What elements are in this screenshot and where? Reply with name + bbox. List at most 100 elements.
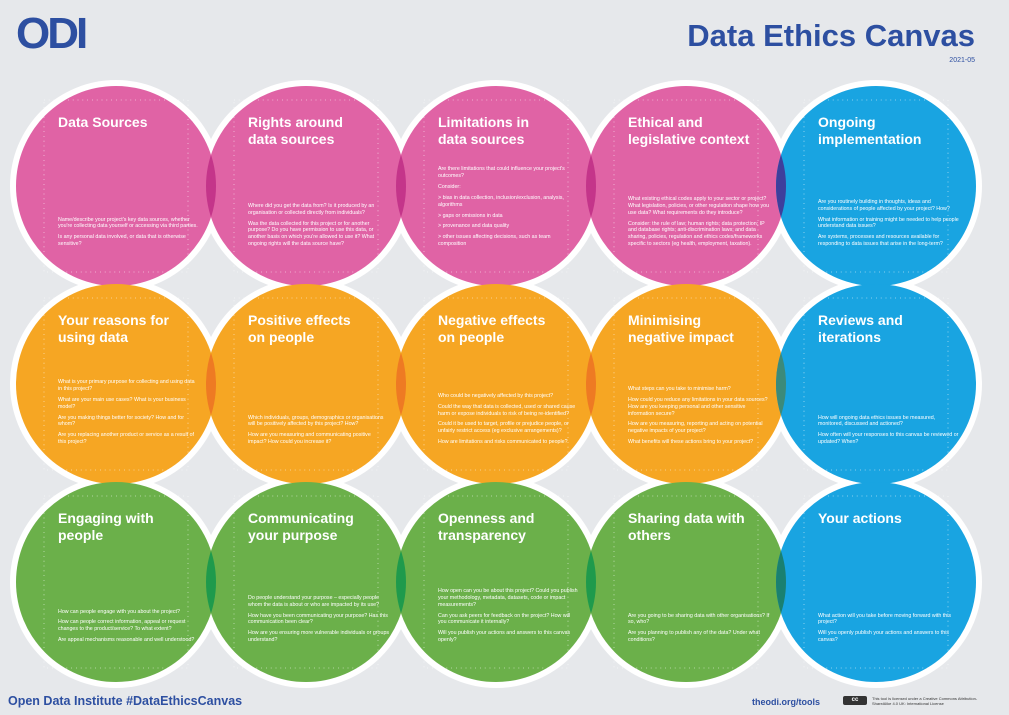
title-line: implementation xyxy=(818,131,922,147)
card-title: Your actions xyxy=(818,510,902,527)
question: What existing ethical codes apply to you… xyxy=(628,195,770,216)
dotted-frame xyxy=(423,495,569,669)
question: How often will your responses to this ca… xyxy=(818,432,959,446)
title-line: data sources xyxy=(248,131,335,147)
circle xyxy=(206,482,406,682)
question: How can people correct information, appe… xyxy=(58,619,186,633)
title-line: Data Sources xyxy=(58,114,148,130)
title-line: others xyxy=(628,527,671,543)
circle xyxy=(776,284,976,484)
card-title: Sharing data with others xyxy=(628,510,745,544)
card-questions: Who could be negatively affected by this… xyxy=(438,393,580,450)
question: Is any personal data involved, or data t… xyxy=(58,234,186,248)
circle xyxy=(396,482,596,682)
title-line: people xyxy=(58,527,104,543)
question: > gaps or omissions in data xyxy=(438,212,503,219)
question: Can you ask peers for feedback on the pr… xyxy=(438,612,571,626)
dotted-frame xyxy=(613,297,759,471)
question: > other issues affecting decisions, such… xyxy=(438,234,551,248)
card-title: Communicating your purpose xyxy=(248,510,354,544)
title-line: Minimising xyxy=(628,312,702,328)
card-title: Ethical and legislative context xyxy=(628,114,749,148)
question: Will you openly publish your actions and… xyxy=(818,630,950,644)
card-questions: Which individuals, groups, demographics … xyxy=(248,415,390,451)
question: Consider: xyxy=(438,183,461,190)
question: Was the data collected for this project … xyxy=(248,220,375,248)
dotted-frame xyxy=(43,99,189,273)
card-questions: Do people understand your purpose – espe… xyxy=(248,595,390,648)
card-title: Your reasons for using data xyxy=(58,312,169,346)
dotted-frame xyxy=(233,297,379,471)
question: Name/describe your project's key data so… xyxy=(58,216,198,230)
question: Are there limitations that could influen… xyxy=(438,166,565,179)
question: > bias in data collection, inclusion/exc… xyxy=(438,194,564,208)
card-questions: Name/describe your project's key data so… xyxy=(58,217,200,253)
question: How can people engage with you about the… xyxy=(58,608,180,615)
title-line: Openness and xyxy=(438,510,535,526)
card-questions: Are you going to be sharing data with ot… xyxy=(628,613,770,649)
title-line: Your reasons for xyxy=(58,312,169,328)
card-title: Positive effects on people xyxy=(248,312,351,346)
circle xyxy=(206,284,406,484)
question: How could you reduce any limitations in … xyxy=(628,396,768,417)
dotted-frame xyxy=(613,99,759,273)
question: How will ongoing data ethics issues be m… xyxy=(818,414,936,428)
title-line: Limitations in xyxy=(438,114,529,130)
dotted-frame xyxy=(423,297,569,471)
question: How are you ensuring more vulnerable ind… xyxy=(248,630,390,644)
title-line: on people xyxy=(438,329,505,345)
title-line: Negative effects xyxy=(438,312,546,328)
question: What is your primary purpose for collect… xyxy=(58,379,195,392)
question: Are you planning to publish any of the d… xyxy=(628,630,760,644)
title-line: transparency xyxy=(438,527,526,543)
question: Could it be used to target, profile or p… xyxy=(438,421,569,435)
card-questions: How will ongoing data ethics issues be m… xyxy=(818,415,960,451)
circle xyxy=(396,284,596,484)
question: Where did you get the data from? Is it p… xyxy=(248,202,375,216)
card-title: Data Sources xyxy=(58,114,147,131)
circle xyxy=(586,482,786,682)
question: Are you making things better for society… xyxy=(58,414,185,428)
title-line: negative impact xyxy=(628,329,734,345)
question: > provenance and data quality xyxy=(438,223,510,230)
title-line: Ongoing xyxy=(818,114,876,130)
question: Are appeal mechanisms reasonable and wel… xyxy=(58,637,195,644)
question: What are your main use cases? What is yo… xyxy=(58,396,186,410)
circle xyxy=(776,86,976,286)
title-line: using data xyxy=(58,329,129,345)
question: How are limitations and risks communicat… xyxy=(438,439,568,446)
question: What action will you take before moving … xyxy=(818,612,952,626)
cc-badge: cc xyxy=(843,696,867,705)
dotted-frame xyxy=(803,99,949,273)
question: What steps can you take to minimise harm… xyxy=(628,385,731,392)
date: 2021-05 xyxy=(949,57,975,64)
card-title: Minimising negative impact xyxy=(628,312,734,346)
circle xyxy=(206,86,406,286)
card-title: Rights around data sources xyxy=(248,114,343,148)
question: How are you measuring and communicating … xyxy=(248,432,371,446)
dotted-frame xyxy=(803,495,949,669)
card-questions: Are there limitations that could influen… xyxy=(438,166,580,252)
dotted-frame xyxy=(423,99,569,273)
footer-url[interactable]: theodi.org/tools xyxy=(752,697,820,707)
dotted-frame xyxy=(43,297,189,471)
title-line: legislative context xyxy=(628,131,750,147)
question: Are you routinely building in thoughts, … xyxy=(818,198,950,212)
title-line: iterations xyxy=(818,329,882,345)
license: This tool is licensed under a Creative C… xyxy=(872,696,978,706)
card-title: Openness and transparency xyxy=(438,510,534,544)
circle xyxy=(396,86,596,286)
question: Consider: the rule of law; human rights;… xyxy=(628,220,765,248)
card-questions: What existing ethical codes apply to you… xyxy=(628,196,770,252)
circle xyxy=(586,86,786,286)
logo: ODI xyxy=(16,9,88,58)
title-line: your purpose xyxy=(248,527,338,543)
question: Do people understand your purpose – espe… xyxy=(248,594,380,608)
question: Are systems, processes and resources ava… xyxy=(818,234,943,248)
card-questions: How open can you be about this project? … xyxy=(438,588,580,648)
card-questions: Are you routinely building in thoughts, … xyxy=(818,199,960,252)
title-line: Positive effects xyxy=(248,312,351,328)
circle xyxy=(16,482,216,682)
